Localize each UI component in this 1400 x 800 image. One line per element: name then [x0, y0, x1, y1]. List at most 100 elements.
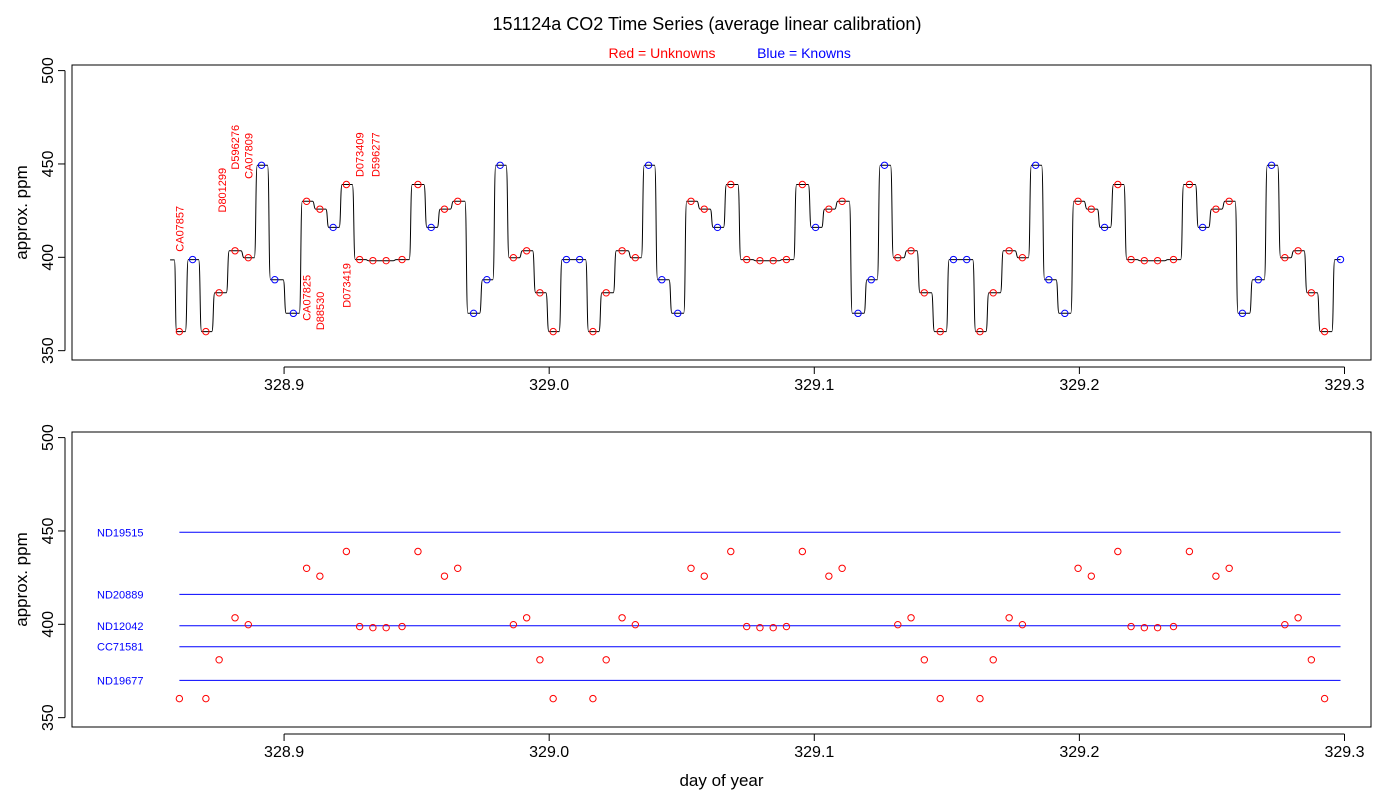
unknown-point: [215, 656, 223, 664]
plot-frame: [71, 64, 1372, 361]
unknown-point: [398, 255, 406, 264]
unknown-point: [756, 256, 764, 265]
unknown-point: [976, 694, 984, 703]
sample-id-label: D073409: [355, 132, 367, 177]
unknown-point: [202, 327, 210, 336]
y-tick-label: 500: [40, 424, 57, 451]
unknown-point: [302, 197, 311, 205]
unknown-point: [825, 572, 833, 580]
y-tick-label: 400: [40, 611, 57, 638]
unknown-point: [175, 694, 184, 703]
known-point: [713, 223, 722, 232]
unknown-point: [769, 256, 777, 265]
unknown-point: [618, 247, 626, 255]
known-point: [949, 255, 958, 264]
unknown-point: [1153, 623, 1162, 632]
unknown-point: [231, 247, 239, 255]
unknown-point: [936, 694, 944, 703]
unknown-point: [382, 623, 390, 632]
unknown-point: [798, 547, 807, 556]
unknown-point: [838, 197, 846, 205]
x-tick-label: 328.9: [264, 377, 304, 394]
known-point: [1061, 309, 1069, 318]
unknown-point: [907, 247, 915, 255]
unknown-point: [1074, 197, 1082, 205]
x-tick-label: 329.2: [1059, 377, 1099, 394]
unknown-point: [1087, 572, 1096, 580]
unknown-point: [687, 564, 695, 572]
unknown-point: [838, 564, 846, 572]
unknown-point: [907, 614, 915, 622]
unknown-point: [369, 256, 377, 265]
unknown-point: [302, 564, 311, 572]
known-point: [257, 161, 266, 169]
unknown-point: [1281, 253, 1289, 262]
known-point: [1198, 223, 1207, 232]
unknown-point: [244, 620, 252, 629]
chart-title: 151124a CO2 Time Series (average linear …: [493, 14, 922, 34]
unknown-point: [509, 253, 518, 262]
unknown-point: [342, 547, 351, 556]
unknown-point: [687, 197, 695, 205]
y-tick-label: 500: [40, 57, 57, 84]
unknown-point: [742, 255, 751, 264]
unknown-point: [742, 622, 751, 631]
y-axis-label: approx. ppm: [12, 165, 31, 260]
unknown-point: [342, 180, 351, 189]
unknown-point: [825, 205, 833, 213]
unknown-point: [1185, 180, 1194, 189]
unknown-point: [589, 694, 597, 703]
unknown-point: [782, 622, 791, 631]
known-point: [963, 255, 971, 264]
legend-unknowns: Red = Unknowns: [608, 45, 715, 61]
unknown-point: [782, 255, 791, 264]
unknown-point: [454, 564, 462, 572]
unknown-point: [1114, 180, 1122, 189]
unknown-point: [1281, 620, 1289, 629]
sample-id-label: CA07825: [302, 275, 314, 321]
unknown-point: [976, 327, 984, 336]
unknown-point: [602, 656, 610, 664]
y-tick-label: 450: [40, 151, 57, 178]
unknown-point: [920, 656, 929, 664]
known-point: [811, 223, 820, 232]
unknown-point: [549, 694, 557, 703]
unknown-point: [244, 253, 252, 262]
y-tick-label: 350: [40, 704, 57, 731]
known-point: [1045, 276, 1053, 284]
known-point: [854, 309, 862, 318]
unknown-point: [1294, 614, 1302, 622]
bottom-panel-unknowns: 350 400 450 500 328.9 329.0 329.1 329.2 329.3 app…: [12, 424, 1372, 790]
known-point: [1100, 223, 1109, 232]
unknown-point: [769, 623, 777, 632]
unknown-point: [522, 247, 531, 255]
unknown-point: [1087, 205, 1096, 213]
sample-id-label: D596276: [230, 125, 242, 170]
known-point: [483, 276, 491, 284]
known-point: [469, 309, 478, 318]
known-point: [562, 255, 571, 264]
known-point: [1254, 276, 1263, 284]
unknown-point: [316, 572, 324, 580]
unknown-point: [1225, 197, 1233, 205]
known-point: [674, 309, 682, 318]
x-tick-label: 329.3: [1324, 744, 1364, 761]
unknown-point: [398, 622, 406, 631]
reference-line-label: ND12042: [97, 621, 143, 633]
unknown-point: [536, 289, 544, 297]
unknown-point: [175, 327, 184, 336]
known-point: [867, 276, 875, 284]
known-point: [1031, 161, 1040, 169]
unknown-point: [1114, 547, 1122, 556]
unknown-point: [355, 255, 364, 264]
reference-line-label: ND20889: [97, 589, 143, 601]
x-tick-label: 329.1: [794, 744, 834, 761]
unknown-point: [1212, 572, 1220, 580]
known-point: [329, 223, 337, 232]
y-tick-label: 400: [40, 244, 57, 271]
unknown-point: [509, 620, 518, 629]
known-point: [271, 276, 279, 284]
x-axis-label: day of year: [679, 771, 763, 790]
unknown-point: [894, 620, 902, 629]
unknown-point: [1320, 694, 1329, 703]
